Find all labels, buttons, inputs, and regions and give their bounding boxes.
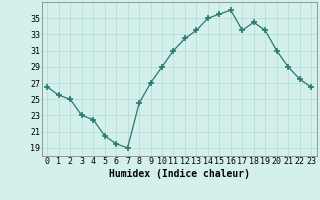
X-axis label: Humidex (Indice chaleur): Humidex (Indice chaleur) — [109, 169, 250, 179]
